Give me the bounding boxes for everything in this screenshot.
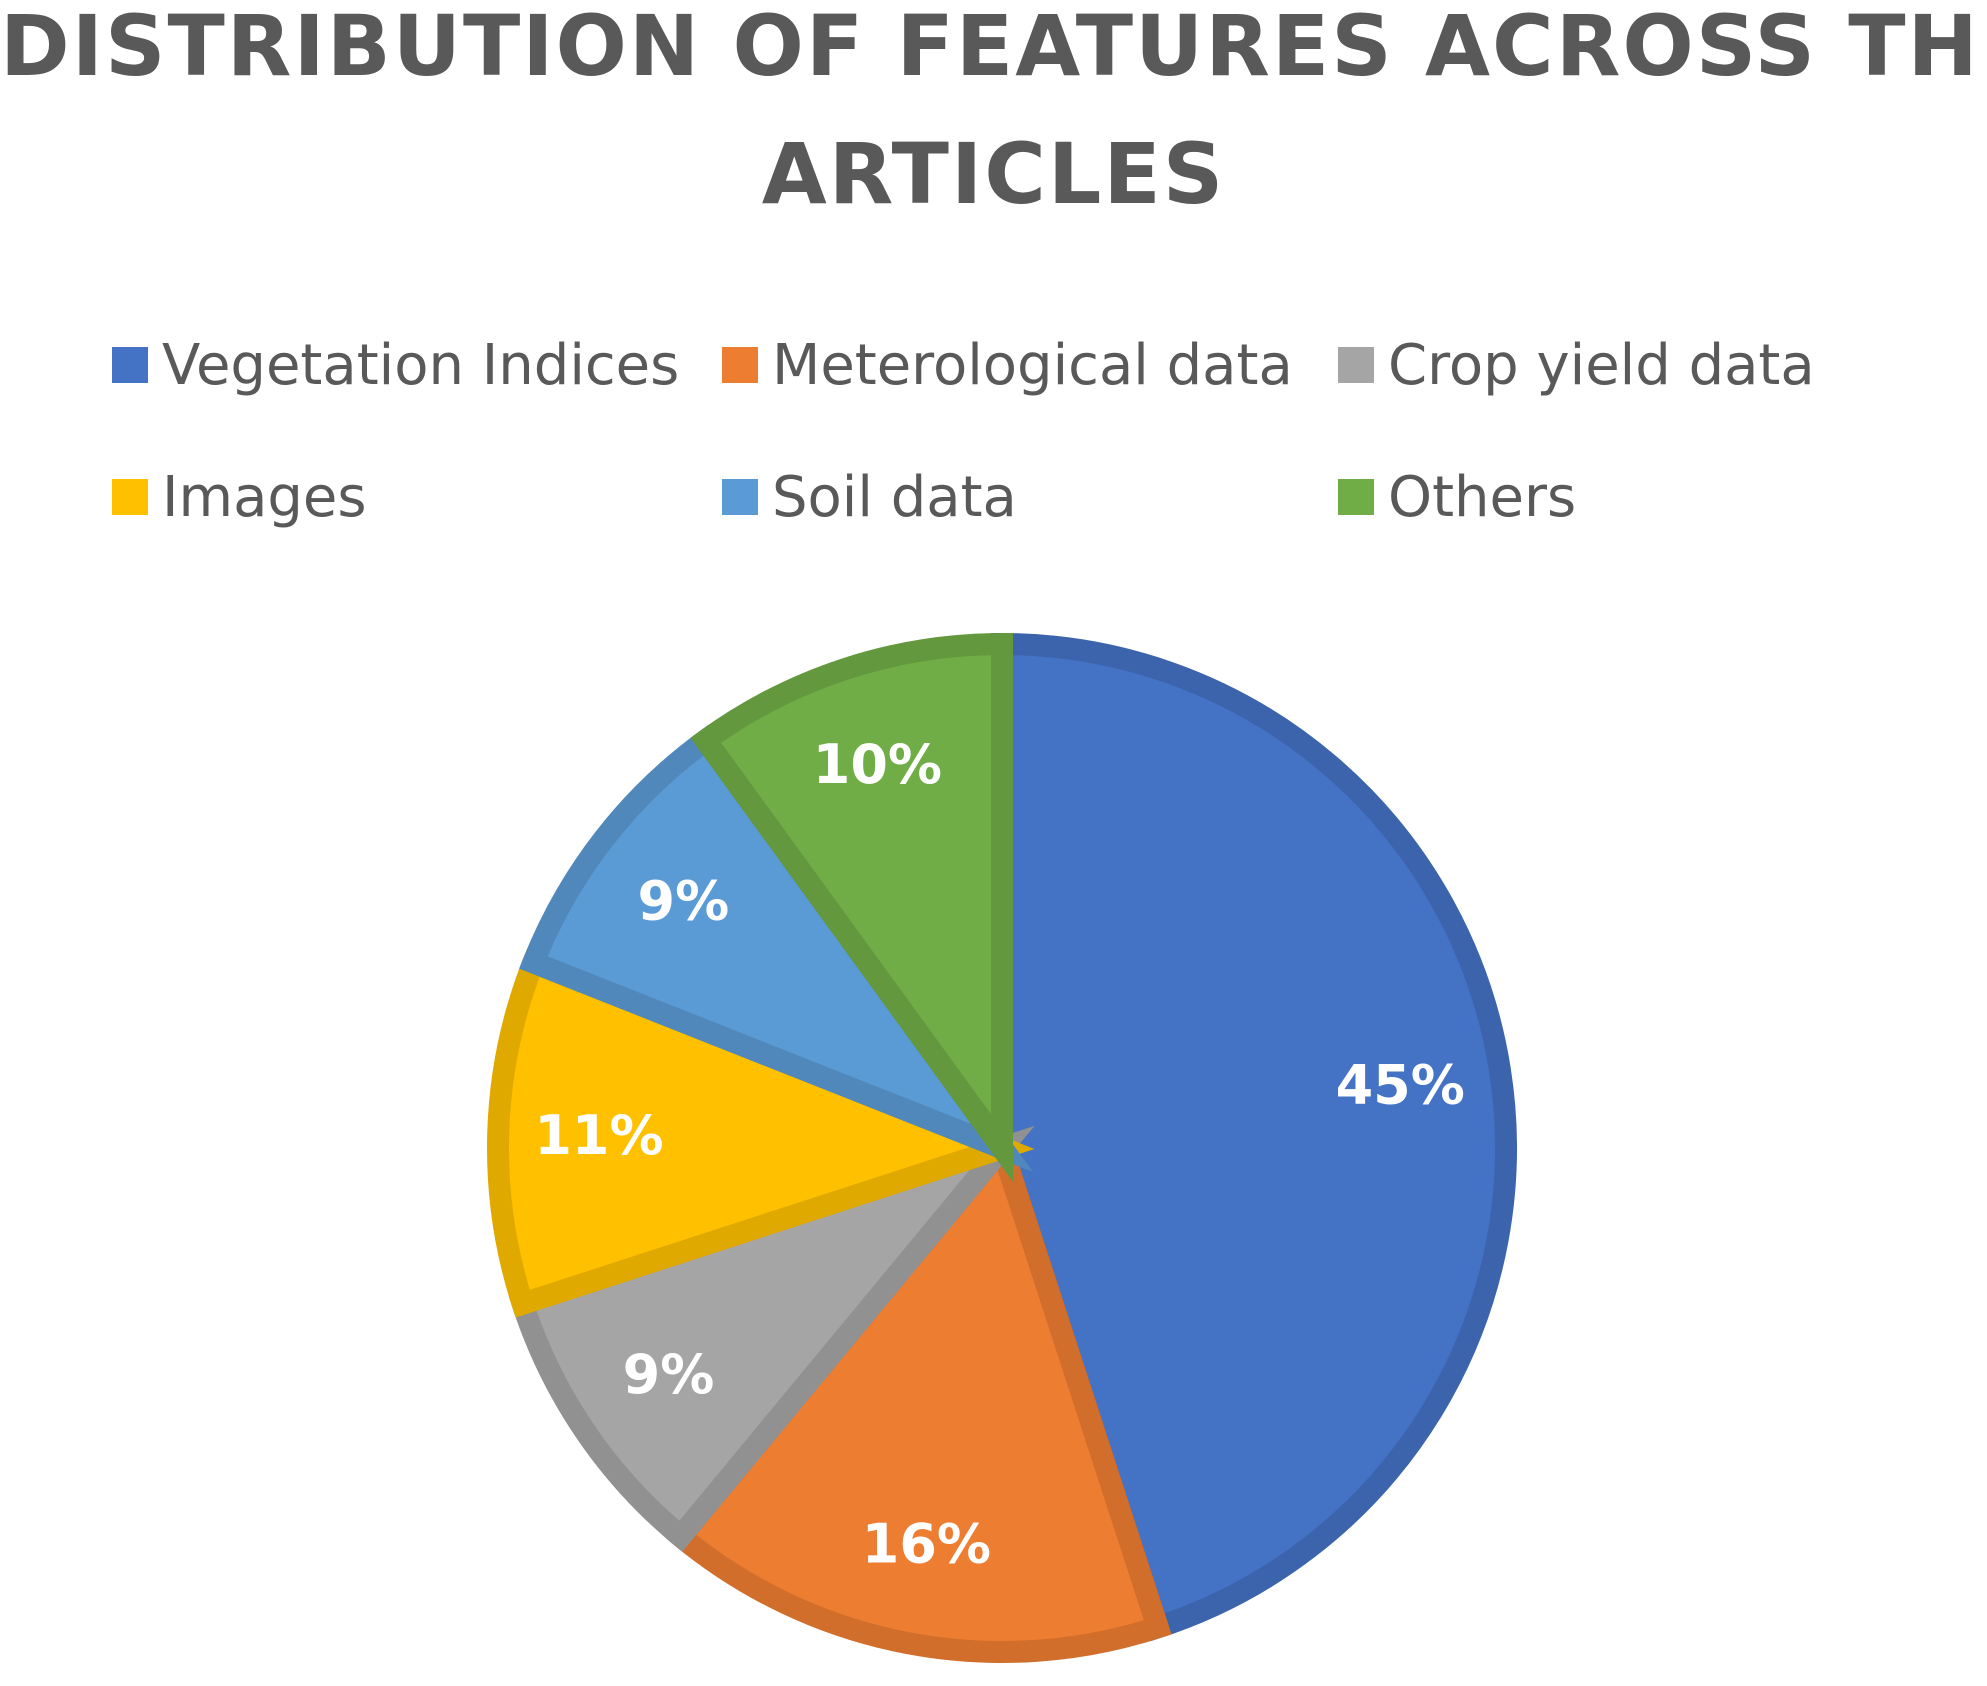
chart-title: DISTRIBUTION OF FEATURES ACROSS THE ARTI…	[0, 0, 1987, 238]
legend-swatch	[1338, 347, 1374, 383]
data-label-soil-data: 9%	[638, 869, 730, 932]
legend-label: Images	[162, 464, 367, 530]
legend-swatch	[722, 347, 758, 383]
chart-legend: Vegetation Indices Meterological data Cr…	[0, 330, 1987, 550]
legend-swatch	[112, 347, 148, 383]
legend-label: Vegetation Indices	[162, 332, 680, 398]
data-label-vegetation-indices: 45%	[1336, 1053, 1465, 1116]
pie-slice-others	[690, 632, 1013, 1182]
data-label-crop-yield-data: 9%	[623, 1343, 715, 1406]
chart-title-line-2: ARTICLES	[761, 125, 1226, 223]
pie-slice-vegetation-indices	[991, 632, 1517, 1642]
legend-item-crop-yield-data: Crop yield data	[1338, 330, 1815, 400]
legend-swatch	[722, 479, 758, 515]
pie-slice-meterological-data	[665, 1125, 1172, 1663]
legend-label: Soil data	[772, 464, 1017, 530]
chart-title-line-1: DISTRIBUTION OF FEATURES ACROSS THE	[0, 0, 1987, 95]
legend-item-soil-data: Soil data	[722, 462, 1017, 532]
legend-item-others: Others	[1338, 462, 1576, 532]
legend-swatch	[1338, 479, 1374, 515]
legend-swatch	[112, 479, 148, 515]
data-label-others: 10%	[813, 733, 942, 796]
data-label-images: 11%	[534, 1104, 663, 1167]
legend-item-meterological-data: Meterological data	[722, 330, 1293, 400]
legend-item-vegetation-indices: Vegetation Indices	[112, 330, 679, 400]
legend-label: Others	[1388, 464, 1577, 530]
legend-label: Crop yield data	[1388, 332, 1815, 398]
pie-slice-soil-data	[519, 724, 1034, 1173]
legend-item-images: Images	[112, 462, 367, 532]
pie-slice-crop-yield-data	[508, 1125, 1035, 1552]
legend-label: Meterological data	[772, 332, 1293, 398]
pie-slice-images	[487, 948, 1035, 1318]
data-label-meterological-data: 16%	[862, 1513, 991, 1576]
